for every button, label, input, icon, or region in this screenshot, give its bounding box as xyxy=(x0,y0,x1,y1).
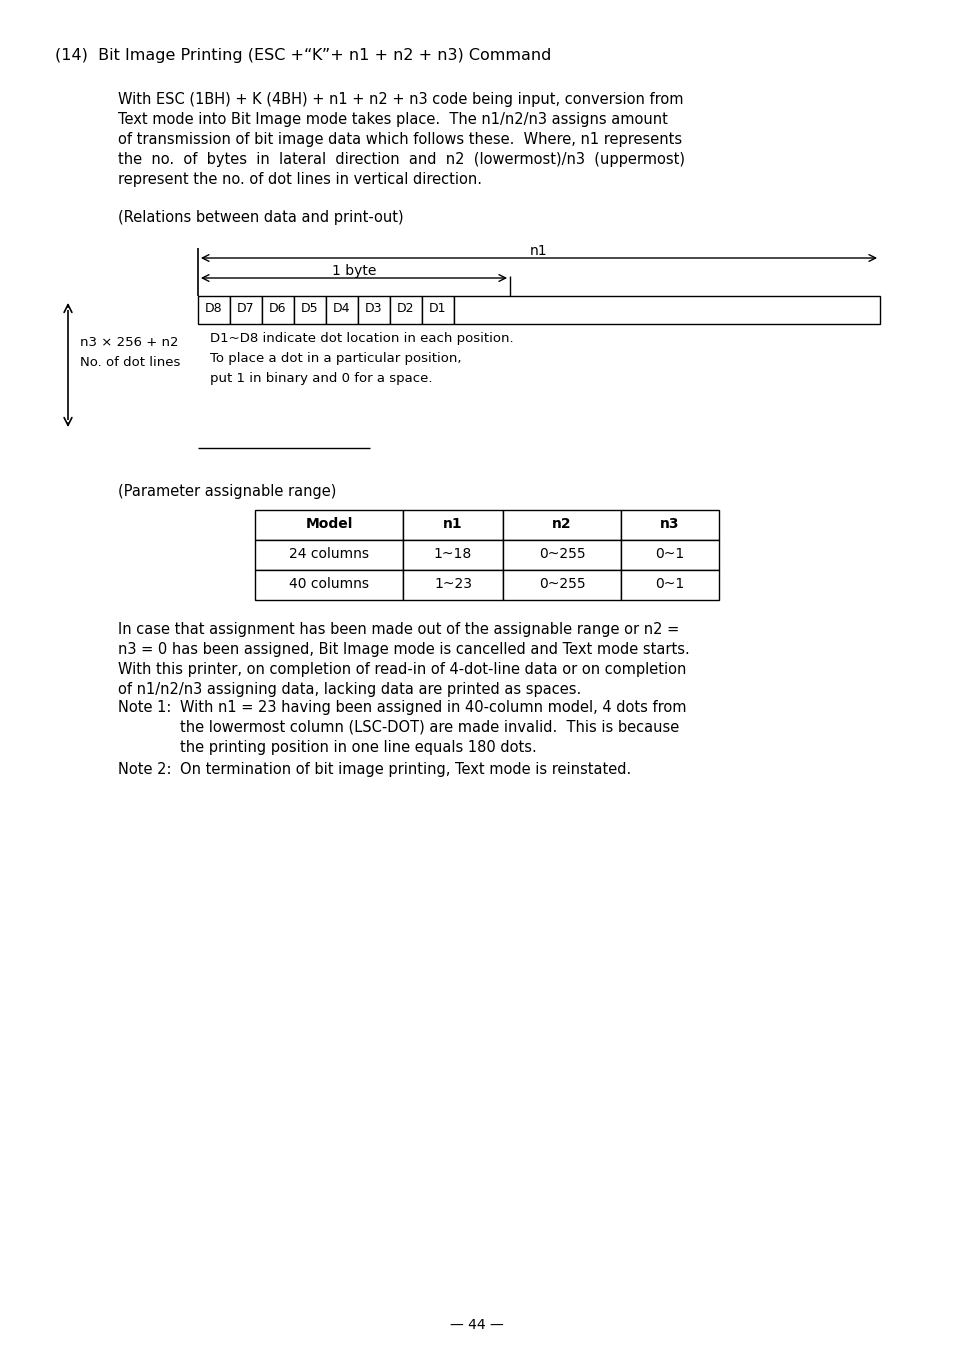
Bar xyxy=(230,296,262,324)
Bar xyxy=(262,296,294,324)
Text: In case that assignment has been made out of the assignable range or n2 =: In case that assignment has been made ou… xyxy=(118,622,679,637)
Text: the lowermost column (LSC-DOT) are made invalid.  This is because: the lowermost column (LSC-DOT) are made … xyxy=(180,721,679,735)
Text: 1~23: 1~23 xyxy=(434,577,472,591)
Bar xyxy=(390,296,421,324)
Bar xyxy=(294,296,326,324)
Text: No. of dot lines: No. of dot lines xyxy=(80,356,180,369)
Text: D6: D6 xyxy=(269,303,287,315)
Bar xyxy=(254,539,402,571)
Bar xyxy=(402,510,502,539)
Text: (14)  Bit Image Printing (ESC +“K”+ n1 + n2 + n3) Command: (14) Bit Image Printing (ESC +“K”+ n1 + … xyxy=(55,49,551,64)
Text: D8: D8 xyxy=(205,303,223,315)
Bar xyxy=(357,296,390,324)
Text: D7: D7 xyxy=(237,303,254,315)
Bar xyxy=(620,571,719,600)
Text: D2: D2 xyxy=(396,303,415,315)
Text: the  no.  of  bytes  in  lateral  direction  and  n2  (lowermost)/n3  (uppermost: the no. of bytes in lateral direction an… xyxy=(118,151,684,168)
Text: n1: n1 xyxy=(530,243,547,258)
Text: Text mode into Bit Image mode takes place.  The n1/n2/n3 assigns amount: Text mode into Bit Image mode takes plac… xyxy=(118,112,667,127)
Text: n2: n2 xyxy=(552,516,571,531)
Text: n3 × 256 + n2: n3 × 256 + n2 xyxy=(80,337,178,349)
Text: 0~255: 0~255 xyxy=(538,577,585,591)
Text: (Parameter assignable range): (Parameter assignable range) xyxy=(118,484,336,499)
Text: 0~1: 0~1 xyxy=(655,548,684,561)
Text: — 44 —: — 44 — xyxy=(450,1318,503,1332)
Text: D3: D3 xyxy=(365,303,382,315)
Text: n3: n3 xyxy=(659,516,679,531)
Text: To place a dot in a particular position,: To place a dot in a particular position, xyxy=(210,352,461,365)
Text: of transmission of bit image data which follows these.  Where, n1 represents: of transmission of bit image data which … xyxy=(118,132,681,147)
Bar xyxy=(254,510,402,539)
Text: 40 columns: 40 columns xyxy=(289,577,369,591)
Bar xyxy=(402,539,502,571)
Text: put 1 in binary and 0 for a space.: put 1 in binary and 0 for a space. xyxy=(210,372,432,385)
Text: (Relations between data and print-out): (Relations between data and print-out) xyxy=(118,210,403,224)
Text: 1 byte: 1 byte xyxy=(332,264,375,279)
Text: Model: Model xyxy=(305,516,353,531)
Bar xyxy=(620,539,719,571)
Bar xyxy=(326,296,357,324)
Bar xyxy=(620,510,719,539)
Text: n3 = 0 has been assigned, Bit Image mode is cancelled and Text mode starts.: n3 = 0 has been assigned, Bit Image mode… xyxy=(118,642,689,657)
Text: D1: D1 xyxy=(429,303,446,315)
Bar xyxy=(502,539,620,571)
Bar xyxy=(198,296,230,324)
Text: With ESC (1BH) + K (4BH) + n1 + n2 + n3 code being input, conversion from: With ESC (1BH) + K (4BH) + n1 + n2 + n3 … xyxy=(118,92,682,107)
Text: With this printer, on completion of read-in of 4-dot-line data or on completion: With this printer, on completion of read… xyxy=(118,662,685,677)
Bar xyxy=(454,296,879,324)
Text: 0~1: 0~1 xyxy=(655,577,684,591)
Bar xyxy=(502,510,620,539)
Text: 24 columns: 24 columns xyxy=(289,548,369,561)
Text: the printing position in one line equals 180 dots.: the printing position in one line equals… xyxy=(180,740,537,754)
Text: D1~D8 indicate dot location in each position.: D1~D8 indicate dot location in each posi… xyxy=(210,333,513,345)
Text: represent the no. of dot lines in vertical direction.: represent the no. of dot lines in vertic… xyxy=(118,172,481,187)
Bar xyxy=(421,296,454,324)
Text: 1~18: 1~18 xyxy=(434,548,472,561)
Text: n1: n1 xyxy=(443,516,462,531)
Text: 0~255: 0~255 xyxy=(538,548,585,561)
Bar xyxy=(502,571,620,600)
Bar xyxy=(254,571,402,600)
Text: D5: D5 xyxy=(301,303,318,315)
Text: D4: D4 xyxy=(333,303,351,315)
Text: On termination of bit image printing, Text mode is reinstated.: On termination of bit image printing, Te… xyxy=(180,763,631,777)
Text: Note 1:: Note 1: xyxy=(118,700,172,715)
Text: Note 2:: Note 2: xyxy=(118,763,172,777)
Text: of n1/n2/n3 assigning data, lacking data are printed as spaces.: of n1/n2/n3 assigning data, lacking data… xyxy=(118,681,580,698)
Text: With n1 = 23 having been assigned in 40-column model, 4 dots from: With n1 = 23 having been assigned in 40-… xyxy=(180,700,686,715)
Bar xyxy=(402,571,502,600)
